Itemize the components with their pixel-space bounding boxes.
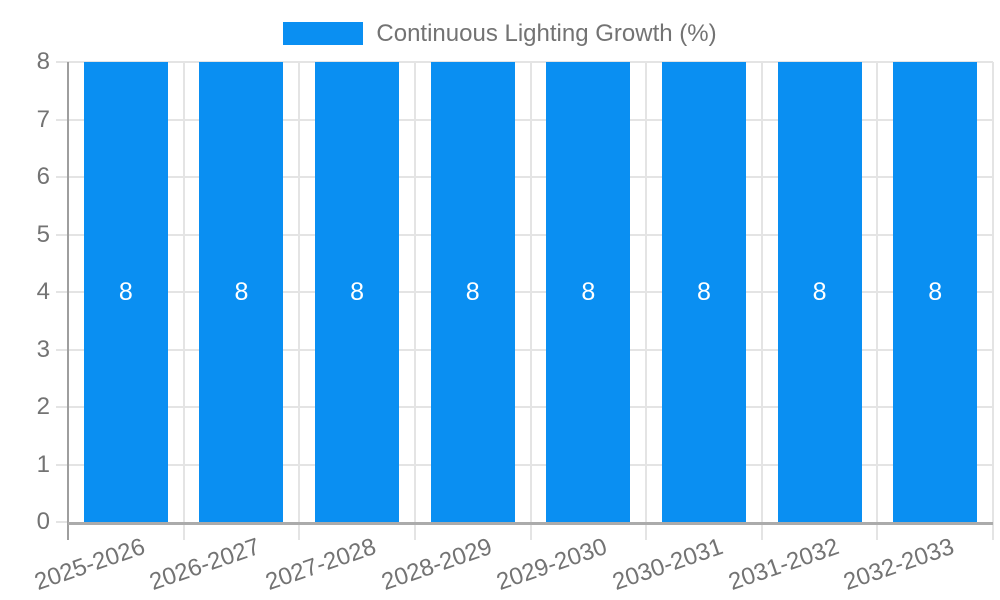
x-gridline — [298, 62, 301, 522]
chart-legend: Continuous Lighting Growth (%) — [0, 20, 1000, 47]
y-axis-line — [67, 62, 69, 540]
bar-2032-2033[interactable]: 8 — [893, 62, 978, 522]
y-axis-tick — [56, 176, 68, 178]
x-gridline — [760, 62, 763, 522]
x-axis-tick — [645, 522, 648, 540]
bar-2031-2032[interactable]: 8 — [777, 62, 862, 522]
bar-value-label: 8 — [581, 277, 596, 306]
x-axis-tick — [413, 522, 416, 540]
y-axis-tick-label: 6 — [36, 163, 50, 190]
x-axis-tick — [529, 522, 532, 540]
bar-2030-2031[interactable]: 8 — [661, 62, 746, 522]
x-gridline — [992, 62, 994, 522]
y-axis-tick — [56, 61, 68, 63]
x-axis-tick — [298, 522, 301, 540]
x-gridline — [182, 62, 185, 522]
legend-label: Continuous Lighting Growth (%) — [376, 20, 717, 47]
y-axis-tick — [56, 521, 68, 523]
x-gridline — [413, 62, 416, 522]
y-axis-tick — [56, 291, 68, 293]
bar-value-label: 8 — [696, 277, 711, 306]
x-axis-line — [68, 522, 993, 525]
x-axis-tick — [992, 522, 994, 540]
bar-value-label: 8 — [350, 277, 365, 306]
y-axis-tick-label: 4 — [36, 278, 50, 305]
y-axis-tick-label: 1 — [36, 450, 50, 478]
legend-swatch — [283, 22, 364, 45]
y-axis-tick — [56, 233, 68, 236]
x-gridline — [529, 62, 532, 522]
bar-value-label: 8 — [928, 277, 943, 306]
bar-value-label: 8 — [234, 277, 249, 306]
y-axis-tick-label: 0 — [36, 508, 50, 535]
y-axis-tick-label: 7 — [36, 105, 50, 133]
bar-2029-2030[interactable]: 8 — [546, 62, 631, 522]
y-axis-tick — [56, 406, 68, 408]
y-axis-tick-label: 3 — [36, 335, 50, 363]
y-axis-tick — [56, 463, 68, 466]
x-axis-tick — [182, 522, 185, 540]
bar-2025-2026[interactable]: 8 — [83, 62, 168, 522]
y-axis-tick — [56, 118, 68, 121]
bar-value-label: 8 — [118, 277, 133, 306]
x-axis-tick — [876, 522, 879, 540]
bar-value-label: 8 — [812, 277, 827, 306]
y-axis-tick-label: 5 — [36, 220, 50, 248]
bar-2027-2028[interactable]: 8 — [315, 62, 400, 522]
y-axis-tick-label: 2 — [36, 393, 50, 420]
x-gridline — [645, 62, 648, 522]
bar-value-label: 8 — [465, 277, 480, 306]
y-axis-tick — [56, 348, 68, 351]
bar-2026-2027[interactable]: 8 — [199, 62, 284, 522]
bar-2028-2029[interactable]: 8 — [430, 62, 515, 522]
x-axis-tick — [760, 522, 763, 540]
y-axis-tick-label: 8 — [36, 48, 50, 75]
x-gridline — [876, 62, 879, 522]
